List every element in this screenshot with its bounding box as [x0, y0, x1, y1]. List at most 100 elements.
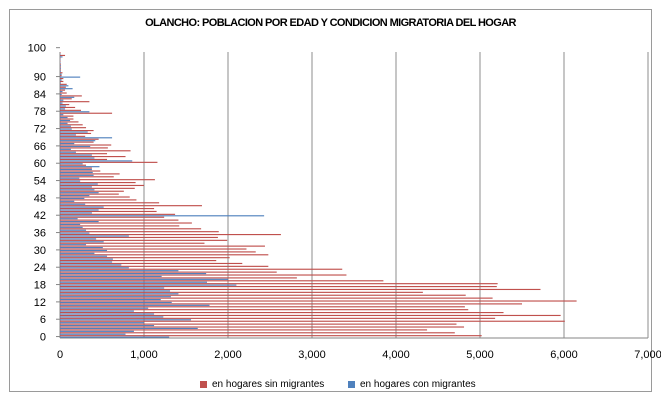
bar-sin-migrantes — [60, 216, 165, 218]
bar-con-migrantes — [60, 102, 63, 104]
bar-con-migrantes — [60, 177, 80, 179]
bar-con-migrantes — [60, 148, 71, 150]
bar-sin-migrantes — [60, 254, 269, 256]
bar-sin-migrantes — [60, 297, 493, 299]
bar-con-migrantes — [60, 192, 99, 194]
bar-con-migrantes — [60, 316, 164, 318]
bar-sin-migrantes — [60, 150, 131, 152]
bar-con-migrantes — [60, 293, 179, 295]
bar-con-migrantes — [60, 322, 144, 324]
bar-con-migrantes — [60, 119, 71, 122]
bar-con-migrantes — [60, 203, 86, 205]
bar-con-migrantes — [60, 310, 134, 312]
bar-con-migrantes — [60, 143, 75, 145]
bar-con-migrantes — [60, 218, 78, 220]
y-tick-label: 78 — [34, 106, 46, 118]
legend-label-con-migrantes: en hogares con migrantes — [360, 379, 476, 390]
bar-con-migrantes — [60, 91, 63, 93]
bar-sin-migrantes — [60, 303, 522, 305]
bar-con-migrantes — [60, 270, 179, 272]
bar-sin-migrantes — [60, 320, 565, 322]
bar-sin-migrantes — [60, 205, 202, 207]
bar-sin-migrantes — [60, 92, 67, 94]
bar-sin-migrantes — [60, 184, 144, 187]
bar-sin-migrantes — [60, 89, 66, 91]
bar-sin-migrantes — [60, 86, 66, 88]
bar-sin-migrantes — [60, 124, 83, 126]
bar-sin-migrantes — [60, 54, 66, 57]
bar-sin-migrantes — [60, 236, 218, 239]
bar-con-migrantes — [60, 252, 95, 254]
bar-con-migrantes — [60, 70, 61, 72]
bar-con-migrantes — [60, 62, 61, 64]
bar-sin-migrantes — [60, 242, 205, 244]
bar-sin-migrantes — [60, 167, 92, 169]
bar-con-migrantes — [60, 180, 81, 182]
bar-sin-migrantes — [60, 109, 81, 111]
bar-sin-migrantes — [60, 130, 94, 132]
bar-sin-migrantes — [60, 274, 347, 276]
bar-con-migrantes — [60, 140, 96, 142]
bar-sin-migrantes — [60, 329, 428, 331]
bar-sin-migrantes — [60, 199, 137, 201]
bar-con-migrantes — [60, 278, 228, 280]
bar-con-migrantes — [60, 122, 68, 124]
bar-sin-migrantes — [60, 182, 136, 184]
bar-sin-migrantes — [60, 248, 247, 250]
bar-con-migrantes — [60, 105, 66, 107]
bar-con-migrantes — [60, 96, 75, 98]
bar-sin-migrantes — [60, 222, 192, 224]
y-tick-label: 0 — [40, 332, 46, 344]
bar-sin-migrantes — [60, 147, 108, 149]
bar-con-migrantes — [60, 307, 149, 309]
bar-con-migrantes — [60, 85, 69, 87]
bar-con-migrantes — [60, 67, 61, 70]
bar-con-migrantes — [60, 174, 94, 176]
y-tick-label: 18 — [34, 280, 46, 292]
bar-con-migrantes — [60, 117, 68, 119]
bar-con-migrantes — [60, 229, 87, 231]
bar-con-migrantes — [60, 284, 237, 286]
y-tick-label: 100 — [28, 43, 46, 55]
bar-sin-migrantes — [60, 202, 160, 204]
bar-sin-migrantes — [60, 300, 577, 302]
x-tick-label: 2,000 — [214, 349, 242, 361]
bar-con-migrantes — [60, 197, 85, 200]
bar-sin-migrantes — [60, 260, 217, 262]
bar-sin-migrantes — [60, 262, 243, 265]
bar-con-migrantes — [60, 244, 87, 246]
y-tick-label: 6 — [40, 314, 46, 326]
bar-sin-migrantes — [60, 277, 297, 279]
bar-con-migrantes — [60, 137, 113, 139]
bar-sin-migrantes — [60, 213, 176, 215]
chart-title: OLANCHO: POBLACION POR EDAD Y CONDICION … — [145, 17, 516, 29]
bar-con-migrantes — [60, 255, 108, 257]
bar-con-migrantes — [60, 287, 165, 289]
x-tick-label: 3,000 — [298, 349, 326, 361]
y-tick-label: 84 — [34, 89, 46, 101]
bar-con-migrantes — [60, 273, 207, 275]
bar-sin-migrantes — [60, 69, 61, 71]
bar-sin-migrantes — [60, 72, 63, 74]
y-tick-label: 66 — [34, 141, 46, 153]
bar-sin-migrantes — [60, 101, 90, 103]
bar-con-migrantes — [60, 157, 95, 159]
bar-sin-migrantes — [60, 225, 180, 227]
bar-con-migrantes — [60, 53, 61, 55]
bar-sin-migrantes — [60, 196, 130, 198]
bar-con-migrantes — [60, 88, 73, 90]
bar-con-migrantes — [60, 183, 98, 185]
bar-con-migrantes — [60, 151, 76, 153]
legend-item-sin-migrantes: en hogares sin migrantes — [200, 379, 324, 390]
bar-sin-migrantes — [60, 314, 561, 317]
bar-con-migrantes — [60, 160, 133, 162]
bar-con-migrantes — [60, 195, 90, 197]
y-tick-label: 90 — [34, 72, 46, 84]
x-tick-label: 1,000 — [130, 349, 158, 361]
bar-con-migrantes — [60, 171, 93, 174]
y-tick-label: 36 — [34, 228, 46, 240]
bar-con-migrantes — [60, 336, 170, 338]
bar-con-migrantes — [60, 275, 162, 278]
bar-sin-migrantes — [60, 190, 124, 192]
